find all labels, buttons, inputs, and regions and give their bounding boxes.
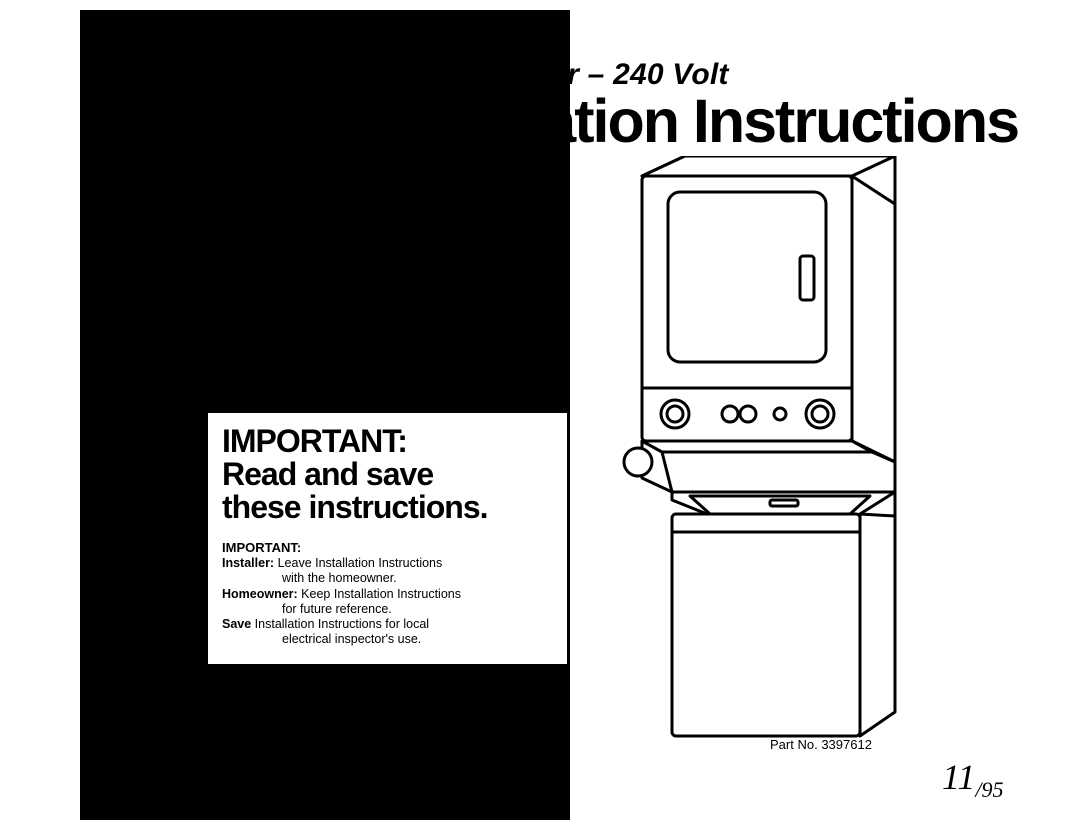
page-title: Installation Instructions [380,86,1018,156]
homeowner-label: Homeowner: [222,587,298,601]
installer-line: Installer: Leave Installation Instructio… [222,556,553,587]
installer-label: Installer: [222,556,274,570]
box-title-line-1: IMPORTANT: [222,423,553,460]
homeowner-text-a: Keep Installation Instructions [298,587,461,601]
washer-dryer-illustration [620,156,920,746]
homeowner-text-b: for future reference. [222,602,553,617]
save-label: Save [222,617,251,631]
save-text-a: Installation Instructions for local [251,617,429,631]
box-body: Installer: Leave Installation Instructio… [222,556,553,648]
handwritten-date: 11/95 [942,756,1003,803]
part-number: Part No. 3397612 [770,737,872,752]
subtitle-line-1: Thin Twin [380,28,521,62]
installer-text-a: Leave Installation Instructions [274,556,442,570]
box-title-line-3: these instructions. [222,489,553,526]
save-text-b: electrical inspector's use. [222,632,553,647]
part-no-value: 3397612 [821,737,872,752]
page: Thin Twin Washer•Dryer – 240 Volt Instal… [0,0,1080,828]
box-title-line-2: Read and save [222,456,553,493]
installer-text-b: with the homeowner. [222,571,553,586]
part-no-label: Part No. [770,737,818,752]
important-box: IMPORTANT: Read and save these instructi… [205,410,570,667]
homeowner-line: Homeowner: Keep Installation Instruction… [222,587,553,618]
box-subheading: IMPORTANT: [222,540,553,555]
save-line: Save Installation Instructions for local… [222,617,553,648]
